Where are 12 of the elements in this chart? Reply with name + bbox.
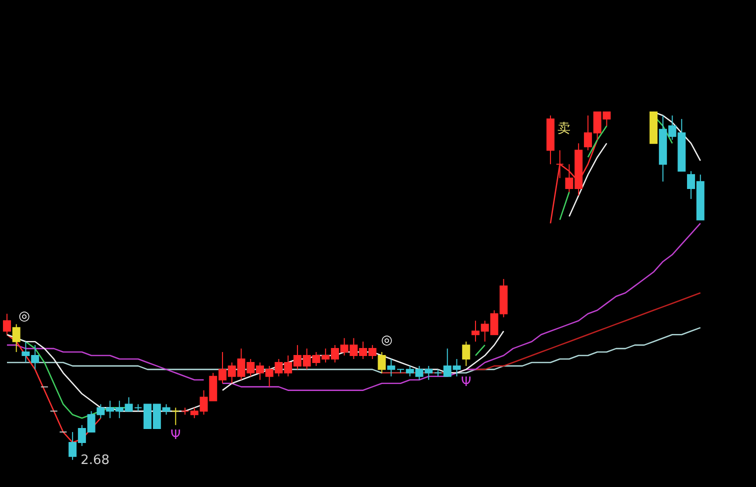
annotation: 卖: [557, 121, 570, 136]
candlestick: [378, 352, 386, 374]
annotation: ◎: [18, 309, 30, 324]
annotation: 2.68: [80, 452, 110, 468]
annotation: Ψ: [461, 374, 472, 390]
candlestick: [462, 341, 470, 366]
candlestick: [387, 358, 396, 377]
annotation: ◎: [381, 333, 392, 348]
candlestick: [172, 407, 180, 426]
candlestick: [12, 324, 20, 353]
annotation: Ψ: [170, 428, 181, 444]
candlestick: [556, 150, 564, 179]
